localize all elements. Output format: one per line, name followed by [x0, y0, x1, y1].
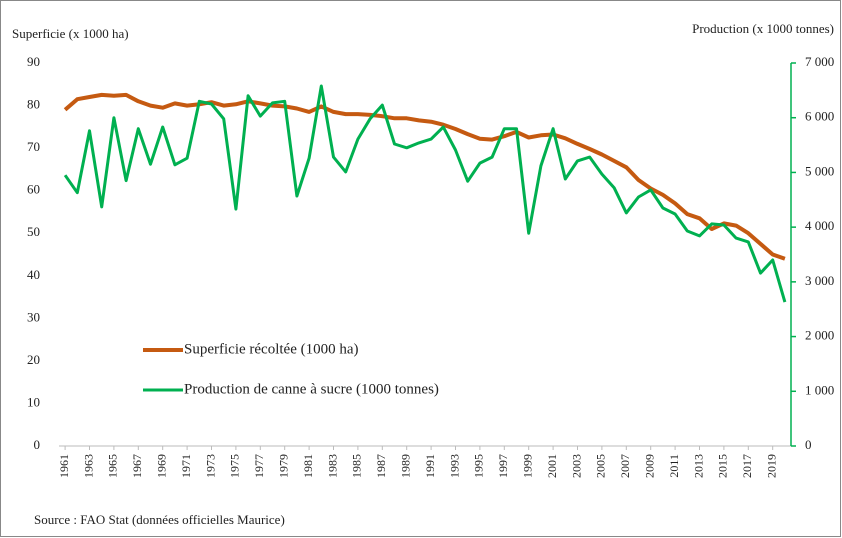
x-tick-label: 1967: [130, 454, 144, 478]
y2-tick-label: 6 000: [805, 109, 834, 124]
y2-tick-label: 5 000: [805, 163, 834, 178]
x-tick-label: 2015: [716, 454, 730, 478]
y2-tick-label: 4 000: [805, 218, 834, 233]
x-tick-label: 1973: [203, 454, 217, 478]
y2-tick-label: 3 000: [805, 273, 834, 288]
x-tick-label: 2009: [642, 454, 656, 478]
x-tick-label: 1997: [496, 454, 510, 478]
y-tick-label: 70: [27, 139, 40, 154]
y-tick-label: 30: [27, 309, 40, 324]
y2-tick-label: 2 000: [805, 328, 834, 343]
y2-tick-label: 0: [805, 437, 812, 452]
y2-axis-title: Production (x 1000 tonnes): [692, 21, 834, 36]
x-tick-label: 1993: [447, 454, 461, 478]
x-tick-label: 1999: [520, 454, 534, 478]
x-tick-label: 2017: [740, 454, 754, 478]
x-tick-label: 2007: [618, 454, 632, 478]
series-line: [63, 92, 786, 261]
x-tick-label: 1989: [398, 454, 412, 478]
y-tick-label: 60: [27, 182, 40, 197]
x-tick-label: 1979: [276, 454, 290, 478]
x-tick-label: 1969: [154, 454, 168, 478]
x-tick-label: 1975: [228, 454, 242, 478]
y2-tick-label: 1 000: [805, 382, 834, 397]
x-tick-label: 1991: [423, 454, 437, 478]
y-tick-label: 20: [27, 352, 40, 367]
x-tick-label: 1985: [350, 454, 364, 478]
y-axis-title: Superficie (x 1000 ha): [12, 26, 129, 41]
source-note: Source : FAO Stat (données officielles M…: [34, 512, 285, 527]
x-tick-label: 1963: [81, 454, 95, 478]
y-tick-label: 0: [34, 437, 41, 452]
x-tick-label: 1965: [106, 454, 120, 478]
x-tick-label: 1981: [301, 454, 315, 478]
series-line: [63, 84, 787, 303]
x-tick-label: 2003: [569, 454, 583, 478]
y2-tick-label: 7 000: [805, 54, 834, 69]
legend-label: Production de canne à sucre (1000 tonnes…: [184, 381, 439, 397]
x-tick-label: 1983: [325, 454, 339, 478]
x-tick-label: 2019: [764, 454, 778, 478]
y-tick-label: 80: [27, 97, 40, 112]
y-tick-label: 10: [27, 394, 40, 409]
x-tick-label: 1961: [57, 454, 71, 478]
y-tick-label: 50: [27, 224, 40, 239]
x-tick-label: 1987: [374, 454, 388, 478]
y-tick-label: 40: [27, 267, 40, 282]
x-tick-label: 2005: [594, 454, 608, 478]
x-tick-label: 1995: [472, 454, 486, 478]
legend-label: Superficie récoltée (1000 ha): [184, 341, 359, 357]
x-tick-label: 1971: [179, 454, 193, 478]
x-tick-label: 1977: [252, 454, 266, 478]
x-tick-label: 2001: [545, 454, 559, 478]
y-tick-label: 90: [27, 54, 40, 69]
x-tick-label: 2013: [691, 454, 705, 478]
x-tick-label: 2011: [667, 454, 681, 478]
